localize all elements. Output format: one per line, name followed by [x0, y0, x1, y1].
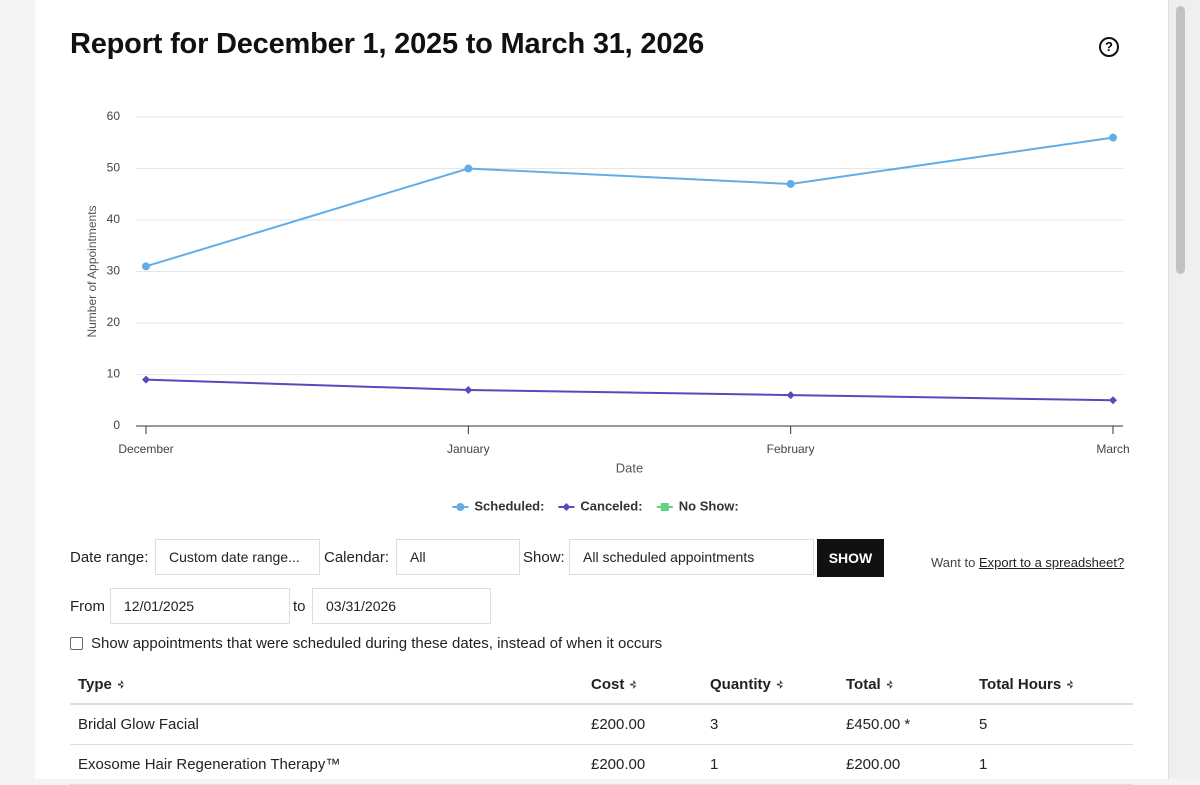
from-label: From: [70, 598, 105, 615]
table-cell: Bridal Glow Facial: [78, 716, 199, 733]
y-tick-label: 50: [107, 161, 121, 175]
y-tick-label: 40: [107, 212, 121, 226]
x-tick-label: January: [447, 442, 490, 456]
table-cell: 3: [710, 716, 719, 733]
point: [1109, 396, 1117, 405]
point: [562, 503, 571, 511]
y-tick-label: 10: [107, 367, 121, 381]
point: [786, 179, 795, 188]
column-header[interactable]: Cost: [591, 676, 636, 693]
checkbox[interactable]: [70, 637, 83, 650]
date-range-select[interactable]: Custom date range...: [155, 539, 320, 575]
report-title: Report for December 1, 2025 to March 31,…: [70, 28, 705, 60]
legend-item: No Show:: [656, 498, 739, 513]
calendar-select[interactable]: All: [396, 539, 520, 575]
checkbox-label[interactable]: Show appointments that were scheduled du…: [91, 635, 663, 652]
legend-label: No Show:: [679, 498, 739, 513]
point: [464, 385, 473, 394]
report-card: [35, 0, 1168, 779]
table-cell: £200.00: [591, 716, 646, 733]
table-cell: 1: [710, 756, 719, 773]
legend-label: Scheduled:: [474, 498, 544, 513]
scroll-thumb[interactable]: [1176, 6, 1185, 274]
x-tick-label: December: [118, 442, 173, 456]
scrollbar[interactable]: [1168, 0, 1200, 779]
date-range-label: Date range:: [70, 549, 149, 566]
export-link[interactable]: Export to a spreadsheet?: [978, 555, 1125, 570]
x-tick-label: February: [767, 442, 815, 456]
legend-item: Canceled:: [558, 498, 643, 513]
export-text: Want to Export to a spreadsheet?: [931, 555, 1124, 570]
chart: 0 10 20 30 40 50 60 December January February Marc…: [85, 109, 1130, 513]
y-tick-label: 30: [107, 264, 121, 278]
series-line: [145, 136, 1114, 268]
point: [786, 391, 795, 400]
show-button[interactable]: SHOW: [817, 539, 884, 577]
column-header[interactable]: Quantity: [710, 676, 783, 693]
column-header[interactable]: Type: [78, 676, 124, 693]
point: [142, 375, 150, 384]
row-rule: [70, 744, 1133, 745]
table-cell: £450.00 *: [846, 716, 911, 733]
to-input[interactable]: 03/31/2026: [312, 588, 491, 624]
table-cell: £200.00: [846, 756, 901, 773]
y-axis-label: Number of Appointments: [85, 205, 99, 337]
legend-item: Scheduled:: [452, 498, 544, 513]
legend-label: Canceled:: [580, 498, 642, 513]
series-line: [145, 378, 1114, 402]
table-cell: £200.00: [591, 756, 646, 773]
y-tick-label: 0: [113, 418, 120, 432]
calendar-label: Calendar:: [324, 549, 390, 566]
table-cell: Exosome Hair Regeneration Therapy™: [78, 756, 341, 773]
y-tick-label: 20: [107, 315, 121, 329]
point: [464, 164, 473, 173]
header-rule: [70, 703, 1133, 705]
x-axis-label: Date: [616, 460, 643, 475]
show-label: Show:: [523, 549, 565, 566]
show-select[interactable]: All scheduled appointments: [569, 539, 814, 575]
point: [142, 262, 150, 271]
column-header[interactable]: Total Hours: [979, 676, 1073, 693]
point: [1109, 133, 1117, 142]
column-header[interactable]: Total: [846, 676, 893, 693]
from-input[interactable]: 12/01/2025: [110, 588, 290, 624]
table-cell: 1: [979, 756, 988, 773]
table-cell: 5: [979, 716, 988, 733]
to-label: to: [293, 598, 306, 615]
x-tick-label: March: [1096, 442, 1129, 456]
y-tick-label: 60: [107, 109, 121, 123]
point: [456, 503, 465, 511]
help-icon[interactable]: ?: [1099, 37, 1119, 57]
export-prefix: Want to: [931, 555, 976, 570]
point: [660, 503, 669, 511]
